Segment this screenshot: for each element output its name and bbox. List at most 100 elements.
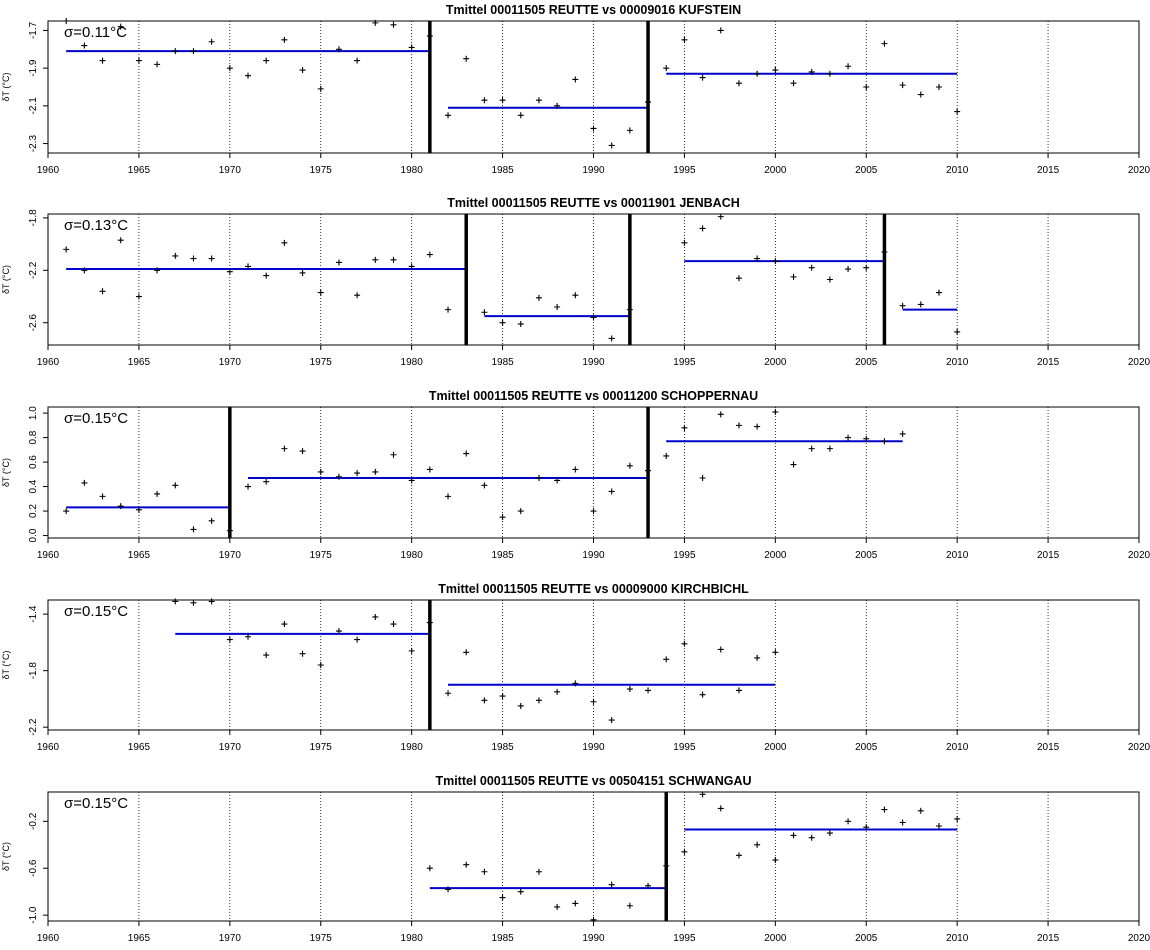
data-point bbox=[899, 302, 906, 309]
data-point bbox=[335, 628, 342, 635]
data-point bbox=[935, 823, 942, 830]
data-point bbox=[590, 314, 597, 321]
data-point bbox=[845, 63, 852, 70]
chart-panel-1: Tmittel 00011505 REUTTE vs 00009016 KUFS… bbox=[1, 3, 1150, 176]
x-tick-label: 1965 bbox=[128, 357, 151, 368]
x-tick-label: 2010 bbox=[946, 165, 969, 176]
x-tick-label: 1990 bbox=[582, 742, 605, 753]
data-point bbox=[499, 319, 506, 326]
data-point bbox=[808, 445, 815, 452]
sigma-annotation: σ=0.13°C bbox=[64, 217, 128, 234]
data-point bbox=[190, 255, 197, 262]
data-point bbox=[408, 647, 415, 654]
data-point bbox=[517, 888, 524, 895]
data-point bbox=[554, 102, 561, 109]
data-point bbox=[826, 445, 833, 452]
data-point bbox=[881, 438, 888, 445]
data-point bbox=[390, 256, 397, 263]
data-point bbox=[699, 691, 706, 698]
data-point bbox=[408, 477, 415, 484]
data-point bbox=[172, 252, 179, 259]
data-point bbox=[81, 479, 88, 486]
data-point bbox=[263, 478, 270, 485]
data-point bbox=[863, 264, 870, 271]
plot-frame bbox=[47, 791, 1140, 922]
data-point bbox=[554, 304, 561, 311]
data-point bbox=[81, 267, 88, 274]
x-tick-label: 1960 bbox=[37, 165, 60, 176]
data-point bbox=[863, 435, 870, 442]
x-tick-label: 1995 bbox=[673, 550, 696, 561]
x-tick-label: 2015 bbox=[1037, 933, 1060, 944]
x-tick-label: 1990 bbox=[582, 550, 605, 561]
y-tick-label: 1.0 bbox=[28, 406, 39, 420]
data-point bbox=[608, 142, 615, 149]
chart-title: Tmittel 00011505 REUTTE vs 00011901 JENB… bbox=[447, 196, 740, 210]
data-point bbox=[735, 852, 742, 859]
chart-panel-4: Tmittel 00011505 REUTTE vs 00009000 KIRC… bbox=[1, 582, 1150, 753]
data-point bbox=[535, 868, 542, 875]
x-tick-label: 2010 bbox=[946, 742, 969, 753]
data-point bbox=[572, 292, 579, 299]
data-point bbox=[699, 74, 706, 81]
data-point bbox=[535, 294, 542, 301]
sigma-annotation: σ=0.11°C bbox=[64, 24, 127, 41]
data-point bbox=[626, 686, 633, 693]
data-point bbox=[517, 112, 524, 119]
data-point bbox=[754, 255, 761, 262]
x-tick-label: 2010 bbox=[946, 550, 969, 561]
x-tick-label: 1960 bbox=[37, 742, 60, 753]
data-point bbox=[226, 65, 233, 72]
data-point bbox=[626, 902, 633, 909]
data-point bbox=[717, 213, 724, 220]
data-point bbox=[354, 57, 361, 64]
chart-title: Tmittel 00011505 REUTTE vs 00009000 KIRC… bbox=[438, 582, 749, 596]
data-point bbox=[117, 237, 124, 244]
data-point bbox=[899, 82, 906, 89]
data-point bbox=[172, 48, 179, 55]
x-tick-label: 1980 bbox=[401, 742, 424, 753]
data-point bbox=[699, 475, 706, 482]
data-point bbox=[881, 40, 888, 47]
data-point bbox=[317, 468, 324, 475]
data-point bbox=[99, 57, 106, 64]
data-point bbox=[772, 408, 779, 415]
data-point bbox=[681, 848, 688, 855]
chart-panel-2: Tmittel 00011505 REUTTE vs 00011901 JENB… bbox=[1, 196, 1150, 368]
chart-title: Tmittel 00011505 REUTTE vs 00504151 SCHW… bbox=[435, 774, 751, 788]
data-point bbox=[954, 328, 961, 335]
data-point bbox=[645, 882, 652, 889]
data-point bbox=[917, 807, 924, 814]
data-point bbox=[190, 48, 197, 55]
sigma-annotation: σ=0.15°C bbox=[64, 603, 128, 620]
data-point bbox=[790, 461, 797, 468]
y-axis-label: δT (°C) bbox=[1, 265, 11, 294]
data-point bbox=[245, 72, 252, 79]
data-point bbox=[463, 450, 470, 457]
data-point bbox=[608, 488, 615, 495]
data-point bbox=[354, 292, 361, 299]
data-point bbox=[226, 527, 233, 534]
data-point bbox=[135, 506, 142, 513]
data-point bbox=[554, 903, 561, 910]
data-point bbox=[245, 633, 252, 640]
data-point bbox=[463, 649, 470, 656]
x-tick-label: 1990 bbox=[582, 357, 605, 368]
x-tick-label: 2020 bbox=[1128, 742, 1150, 753]
x-tick-label: 1970 bbox=[219, 165, 242, 176]
y-tick-label: -1.4 bbox=[28, 605, 39, 623]
sigma-annotation: σ=0.15°C bbox=[64, 795, 128, 812]
data-point bbox=[481, 97, 488, 104]
data-point bbox=[281, 239, 288, 246]
data-point bbox=[554, 477, 561, 484]
data-point bbox=[717, 411, 724, 418]
y-tick-label: 0.2 bbox=[28, 504, 39, 518]
data-point bbox=[354, 636, 361, 643]
data-point bbox=[463, 55, 470, 62]
data-point bbox=[63, 508, 70, 515]
x-tick-label: 2005 bbox=[855, 550, 878, 561]
data-point bbox=[554, 688, 561, 695]
x-tick-label: 1975 bbox=[310, 550, 333, 561]
y-tick-label: 0.8 bbox=[28, 430, 39, 444]
x-tick-label: 2005 bbox=[855, 357, 878, 368]
